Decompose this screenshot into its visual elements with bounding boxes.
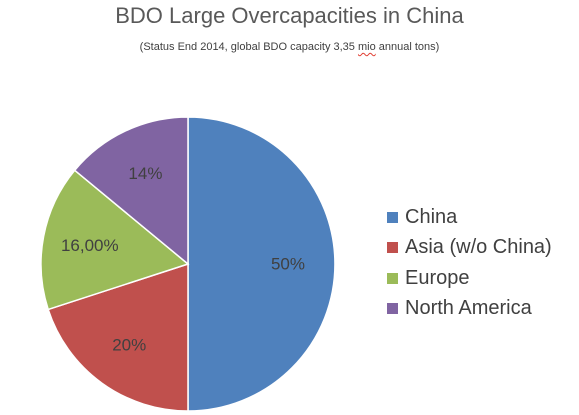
- slice-label-china: 50%: [271, 255, 305, 274]
- slice-label-north-america: 14%: [128, 164, 162, 183]
- legend-item-asia: Asia (w/o China): [387, 233, 577, 264]
- subtitle-text-end: annual tons): [375, 41, 440, 53]
- legend-label-asia: Asia (w/o China): [405, 236, 552, 259]
- chart-legend: China Asia (w/o China) Europe North Amer…: [387, 202, 577, 324]
- legend-item-north-america: North America: [387, 294, 577, 325]
- pie-slice-asia: [47, 262, 189, 412]
- legend-swatch-china: [387, 211, 398, 223]
- slice-label-europe: 16,00%: [61, 236, 119, 255]
- subtitle-text-start: (Status End 2014, global BDO capacity 3,…: [139, 41, 358, 53]
- legend-label-north-america: North America: [405, 297, 532, 320]
- pie-slice-north-america: [73, 116, 189, 266]
- chart-title: BDO Large Overcapacities in China: [115, 3, 464, 28]
- legend-item-china: China: [387, 202, 577, 233]
- pie-slice-china: [187, 116, 336, 412]
- chart-subtitle: (Status End 2014, global BDO capacity 3,…: [0, 41, 579, 53]
- legend-swatch-asia: [387, 242, 398, 254]
- legend-swatch-north-america: [387, 303, 398, 315]
- slice-label-asia: 20%: [112, 335, 146, 354]
- legend-item-europe: Europe: [387, 263, 577, 294]
- legend-swatch-europe: [387, 272, 398, 284]
- subtitle-spellcheck-word: mio: [357, 41, 376, 53]
- legend-label-china: China: [405, 205, 458, 228]
- pie-slice-europe: [40, 169, 190, 311]
- legend-label-europe: Europe: [405, 266, 470, 289]
